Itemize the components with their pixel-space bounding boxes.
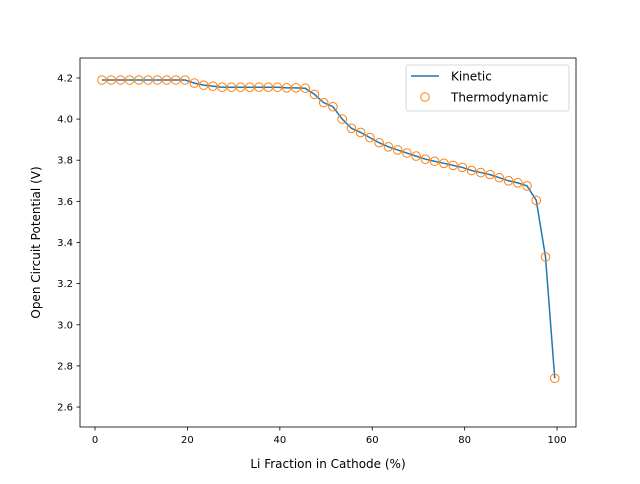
thermodynamic-point [300, 83, 311, 94]
y-axis: 2.6 2.8 3.0 3.2 3.4 3.6 3.8 4.0 4.2 [57, 73, 80, 414]
thermodynamic-point [198, 80, 209, 90]
thermodynamic-point [106, 75, 116, 85]
thermodynamic-point [476, 167, 486, 178]
plot-area [97, 75, 560, 384]
x-axis-label: Li Fraction in Cathode (%) [250, 457, 405, 471]
thermodynamic-point [161, 75, 172, 85]
thermodynamic-point [254, 82, 264, 93]
legend: Kinetic Thermodynamic [405, 64, 570, 112]
thermodynamic-point [124, 75, 135, 85]
thermodynamic-point [494, 172, 505, 183]
thermodynamic-point [549, 373, 560, 384]
y-axis-label: Open Circuit Potential (V) [29, 166, 43, 318]
thermodynamic-point [235, 82, 246, 93]
thermodynamic-point [189, 78, 200, 88]
legend-frame [405, 64, 570, 112]
thermodynamic-point [457, 162, 468, 173]
y-tick-label: 4.2 [57, 73, 73, 84]
thermodynamic-point [531, 195, 542, 206]
thermodynamic-point [466, 165, 477, 176]
thermodynamic-point [309, 89, 320, 100]
x-tick-label: 60 [366, 435, 379, 446]
x-tick-label: 20 [181, 435, 194, 446]
thermodynamic-point [374, 137, 384, 148]
y-tick-label: 3.4 [57, 238, 73, 249]
thermodynamic-point [429, 156, 440, 167]
x-axis: 0 20 40 60 80 100 [92, 427, 567, 446]
thermodynamic-point [485, 169, 495, 180]
legend-thermodynamic-label: Thermodynamic [450, 91, 548, 105]
y-tick-label: 3.0 [57, 320, 73, 331]
thermodynamic-point [522, 181, 532, 191]
thermodynamic-point [171, 75, 181, 85]
y-tick-label: 2.8 [57, 361, 73, 372]
thermodynamic-point [346, 123, 357, 134]
y-tick-label: 3.8 [57, 156, 73, 167]
thermodynamic-point [503, 175, 514, 186]
thermodynamic-point [439, 158, 449, 169]
thermodynamic-point [383, 142, 394, 152]
y-tick-label: 4.0 [57, 115, 73, 126]
kinetic-line [101, 79, 556, 379]
thermodynamic-point [540, 252, 551, 262]
legend-kinetic-label: Kinetic [451, 70, 492, 84]
thermodynamic-point [411, 151, 421, 161]
thermodynamic-point [272, 82, 283, 93]
thermodynamic-point [115, 75, 126, 85]
thermodynamic-point [281, 83, 292, 93]
thermodynamic-point [180, 75, 190, 85]
thermodynamic-point [318, 97, 329, 108]
y-tick-label: 2.6 [57, 403, 73, 414]
thermodynamic-point [448, 160, 458, 171]
thermodynamic-point [263, 82, 274, 93]
thermodynamic-point [226, 82, 237, 93]
thermodynamic-point [217, 82, 227, 93]
x-tick-label: 40 [273, 435, 286, 446]
axes-frame [79, 57, 577, 428]
thermodynamic-point [143, 75, 153, 85]
thermodynamic-point [152, 75, 163, 85]
thermodynamic-point [134, 75, 144, 85]
thermodynamic-point [355, 127, 366, 138]
thermodynamic-point [291, 83, 301, 93]
thermodynamic-point [365, 132, 375, 143]
x-tick-label: 100 [548, 435, 567, 446]
thermodynamic-point [512, 178, 523, 188]
thermodynamic-point [402, 148, 412, 158]
y-tick-label: 3.6 [57, 197, 73, 208]
x-tick-label: 0 [92, 435, 98, 446]
legend-thermodynamic-swatch [420, 92, 430, 102]
thermodynamic-point [97, 75, 107, 85]
thermodynamic-point [244, 82, 255, 93]
thermodynamic-point [337, 114, 348, 124]
thermodynamic-point [420, 154, 431, 164]
thermodynamic-point [208, 81, 218, 91]
thermodynamic-point [328, 101, 338, 112]
thermodynamic-point [392, 145, 403, 155]
y-tick-label: 3.2 [57, 279, 73, 290]
x-tick-label: 80 [458, 435, 471, 446]
